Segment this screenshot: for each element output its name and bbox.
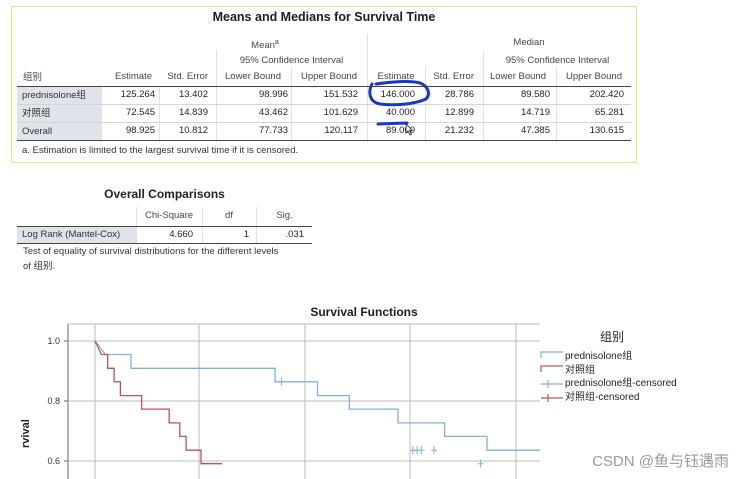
col-median-estimate: Estimate — [377, 71, 415, 82]
table-cell: 4.660 — [169, 229, 193, 240]
table-cell: 125.264 — [120, 89, 155, 100]
legend-swatches — [540, 351, 563, 402]
watermark: CSDN @鱼与钰遇雨 — [592, 453, 729, 470]
means-table-footnote: a. Estimation is limited to the largest … — [22, 145, 299, 156]
legend-label-control-censored: 对照组-censored — [565, 392, 640, 403]
table-cell: 130.615 — [589, 125, 624, 136]
table-cell: 43.462 — [258, 107, 288, 118]
col-mean-estimate: Estimate — [115, 71, 152, 82]
comparisons-footnote-line1: Test of equality of survival distributio… — [23, 246, 279, 257]
table-cell: 98.925 — [125, 125, 155, 136]
col-df: df — [225, 210, 233, 221]
table-cell: 40.000 — [385, 107, 415, 118]
col-mean-upper: Upper Bound — [301, 71, 357, 82]
table-cell: 14.839 — [178, 107, 208, 118]
survival-curve — [94, 340, 223, 465]
row-label-log-rank: Log Rank (Mantel-Cox) — [17, 227, 136, 243]
table-cell: 202.420 — [589, 89, 624, 100]
means-table-frame — [11, 6, 637, 163]
median-header: Median — [513, 37, 545, 48]
comparisons-footnote-line2: of 组别. — [23, 261, 56, 272]
table-cell: 89.580 — [520, 89, 550, 100]
median-ci-header: 95% Confidence Interval — [505, 55, 610, 66]
table-cell: 47.385 — [520, 125, 550, 136]
table-cell: 1 — [243, 229, 249, 240]
legend-label-prednisolone-censored: prednisolone组-censored — [565, 378, 677, 389]
mean-ci-header: 95% Confidence Interval — [239, 55, 344, 66]
table-cell: 28.786 — [444, 89, 474, 100]
col-median-lower: Lower Bound — [490, 71, 546, 82]
col-mean-lower: Lower Bound — [225, 71, 281, 82]
table-cell: 98.996 — [258, 89, 288, 100]
table-cell: 77.733 — [258, 125, 288, 136]
table-cell: 13.402 — [178, 89, 208, 100]
row-label-overall: Overall — [17, 123, 101, 140]
table-cell: 151.532 — [323, 89, 358, 100]
legend-swatch-prednisolone — [540, 351, 563, 358]
col-median-std-error: Std. Error — [433, 71, 474, 82]
col-mean-std-error: Std. Error — [167, 71, 208, 82]
chart-title: Survival Functions — [310, 305, 418, 319]
y-tick-label: 0.8 — [47, 396, 60, 406]
table-cell: 89.000 — [385, 125, 415, 136]
legend-label-prednisolone: prednisolone组 — [565, 351, 633, 362]
col-chi-square: Chi-Square — [144, 210, 194, 221]
table-cell: 10.812 — [178, 125, 208, 136]
censor-mark — [431, 446, 438, 455]
y-axis-label: rvival — [20, 419, 32, 448]
table-cell: 12.899 — [444, 107, 474, 118]
table-cell: .031 — [285, 229, 305, 240]
row-label-prednisolone: prednisolone组 — [17, 87, 101, 104]
censor-mark — [418, 446, 425, 455]
legend-swatch-prednisolone-censored — [541, 380, 563, 388]
y-tick-label: 0.6 — [47, 456, 60, 466]
table-cell: 120.117 — [324, 125, 358, 136]
legend-label-control: 对照组 — [565, 365, 595, 376]
table-cell: 65.281 — [594, 107, 624, 118]
col-sig: Sig. — [276, 210, 293, 221]
comparisons-title: Overall Comparisons — [104, 187, 225, 201]
legend-swatch-control — [540, 365, 563, 372]
table-cell: 14.719 — [520, 107, 550, 118]
legend-swatch-control-censored — [541, 394, 563, 402]
table-cell: 101.629 — [323, 107, 358, 118]
group-column-header: 组别 — [23, 72, 43, 83]
table-cell: 21.232 — [444, 125, 474, 136]
row-label-control: 对照组 — [17, 105, 101, 122]
means-table-title: Means and Medians for Survival Time — [212, 10, 436, 24]
mean-header: Meana — [251, 39, 279, 52]
survival-curve — [94, 340, 540, 451]
table-cell: 72.545 — [125, 107, 155, 118]
y-tick-label: 1.0 — [47, 336, 60, 346]
legend-title: 组别 — [600, 330, 625, 344]
censor-mark — [278, 377, 285, 386]
censor-mark — [477, 459, 484, 468]
table-cell: 146.000 — [380, 89, 415, 100]
col-median-upper: Upper Bound — [566, 71, 622, 82]
